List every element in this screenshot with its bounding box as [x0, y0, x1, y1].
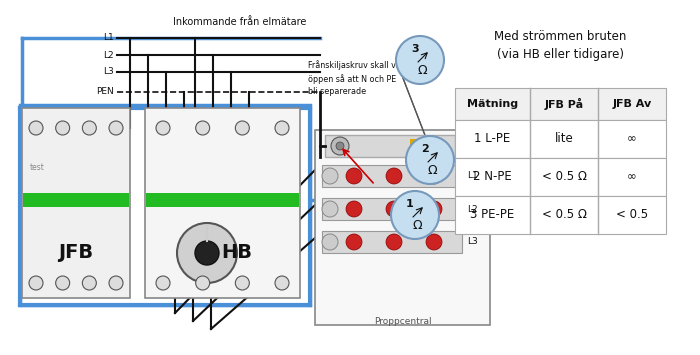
FancyBboxPatch shape — [325, 135, 455, 157]
Circle shape — [386, 234, 402, 250]
Text: test: test — [30, 164, 45, 173]
Circle shape — [56, 276, 70, 290]
Circle shape — [196, 276, 210, 290]
Circle shape — [177, 223, 237, 283]
Text: L2: L2 — [104, 50, 114, 60]
Circle shape — [322, 168, 338, 184]
Circle shape — [386, 201, 402, 217]
Circle shape — [235, 121, 249, 135]
FancyBboxPatch shape — [322, 198, 462, 220]
Text: 3: 3 — [411, 44, 419, 54]
Text: Frånskiljaskruv skall vara
öppen så att N och PE
bli separerade: Frånskiljaskruv skall vara öppen så att … — [308, 60, 410, 96]
FancyBboxPatch shape — [22, 108, 130, 298]
Text: L3: L3 — [104, 67, 114, 76]
Bar — [455, 120, 666, 158]
Text: HB: HB — [221, 244, 253, 262]
Text: JFB: JFB — [58, 244, 94, 262]
Circle shape — [56, 121, 70, 135]
Circle shape — [109, 121, 123, 135]
Circle shape — [346, 168, 362, 184]
Text: PEN: PEN — [97, 87, 114, 97]
Text: PE: PE — [431, 138, 440, 147]
FancyBboxPatch shape — [322, 231, 462, 253]
FancyBboxPatch shape — [145, 108, 300, 298]
Circle shape — [109, 276, 123, 290]
Circle shape — [275, 276, 289, 290]
Bar — [455, 88, 666, 120]
Circle shape — [426, 234, 442, 250]
Text: Ω: Ω — [412, 219, 422, 232]
Text: N: N — [431, 148, 437, 158]
Circle shape — [156, 276, 170, 290]
Bar — [146, 193, 299, 207]
Circle shape — [195, 241, 219, 265]
Text: L3: L3 — [467, 237, 477, 246]
Text: 3 PE-PE: 3 PE-PE — [470, 208, 514, 222]
Circle shape — [322, 201, 338, 217]
Circle shape — [391, 191, 439, 239]
Circle shape — [396, 36, 444, 84]
Text: Ω: Ω — [417, 64, 427, 77]
Text: < 0.5 Ω: < 0.5 Ω — [542, 170, 587, 184]
Text: JFB Av: JFB Av — [612, 99, 652, 109]
Circle shape — [275, 121, 289, 135]
Circle shape — [406, 136, 454, 184]
Text: < 0.5: < 0.5 — [616, 208, 648, 222]
Circle shape — [426, 201, 442, 217]
Text: 2 N-PE: 2 N-PE — [473, 170, 512, 184]
Bar — [455, 196, 666, 234]
Text: ∞: ∞ — [627, 132, 637, 146]
Bar — [23, 193, 129, 207]
Circle shape — [235, 276, 249, 290]
Bar — [410, 147, 430, 153]
Text: 1: 1 — [406, 199, 414, 209]
FancyBboxPatch shape — [315, 130, 490, 325]
Text: 1 L-PE: 1 L-PE — [475, 132, 510, 146]
Text: lite: lite — [554, 132, 573, 146]
Circle shape — [196, 121, 210, 135]
Circle shape — [386, 168, 402, 184]
Text: Mätning: Mätning — [467, 99, 518, 109]
Circle shape — [331, 137, 349, 155]
Circle shape — [29, 121, 43, 135]
Circle shape — [346, 201, 362, 217]
Text: L1: L1 — [467, 171, 477, 180]
Text: JFB På: JFB På — [545, 98, 584, 110]
Text: 2: 2 — [421, 144, 429, 154]
Text: Inkommande från elmätare: Inkommande från elmätare — [173, 17, 307, 27]
Text: Ω: Ω — [427, 164, 437, 177]
Text: ∞: ∞ — [627, 170, 637, 184]
Circle shape — [29, 276, 43, 290]
Text: L1: L1 — [104, 33, 114, 43]
Circle shape — [336, 142, 344, 150]
Circle shape — [346, 234, 362, 250]
Text: L2: L2 — [467, 204, 477, 213]
Bar — [410, 139, 428, 145]
FancyBboxPatch shape — [322, 165, 462, 187]
Circle shape — [83, 121, 97, 135]
Circle shape — [322, 234, 338, 250]
Text: Med strömmen bruten
(via HB eller tidigare): Med strömmen bruten (via HB eller tidiga… — [494, 30, 626, 61]
Circle shape — [426, 168, 442, 184]
Bar — [455, 158, 666, 196]
Text: < 0.5 Ω: < 0.5 Ω — [542, 208, 587, 222]
Circle shape — [156, 121, 170, 135]
Text: Proppcentral: Proppcentral — [374, 317, 431, 326]
Circle shape — [83, 276, 97, 290]
